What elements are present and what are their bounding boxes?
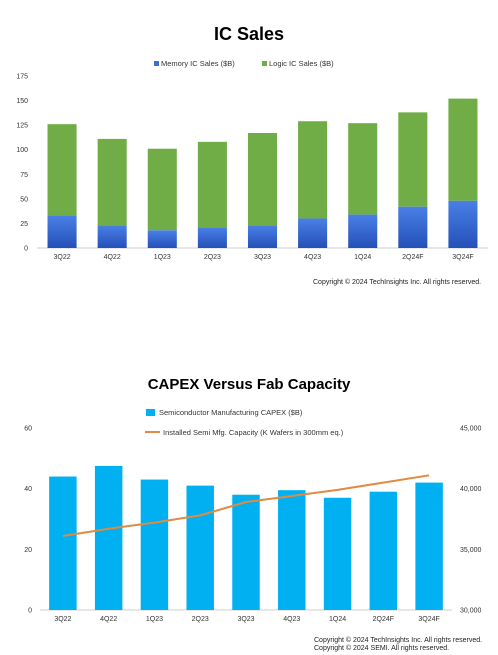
ic-sales-ytick: 0 xyxy=(24,246,28,253)
capacity-ytick-right: 30,000 xyxy=(460,608,482,615)
ic-sales-xtick: 1Q23 xyxy=(154,254,171,261)
capex-ytick-left: 20 xyxy=(24,547,32,554)
capex-xtick: 3Q22 xyxy=(54,616,71,623)
logic-ic-bar xyxy=(398,112,428,207)
ic-sales-xtick: 4Q22 xyxy=(104,254,121,261)
capex-xtick: 4Q23 xyxy=(283,616,300,623)
memory-ic-bar xyxy=(348,214,378,248)
capex-title: CAPEX Versus Fab Capacity xyxy=(147,376,351,393)
capex-xtick: 1Q24 xyxy=(329,616,346,623)
ic-sales-xtick: 3Q23 xyxy=(254,254,271,261)
legend-swatch-capex xyxy=(146,409,155,416)
memory-ic-bar xyxy=(247,225,278,248)
ic-sales-ytick: 100 xyxy=(16,147,28,154)
capacity-ytick-right: 40,000 xyxy=(460,486,482,493)
memory-ic-bar xyxy=(197,227,227,248)
logic-ic-bar xyxy=(348,123,378,215)
capex-bar xyxy=(415,482,443,610)
legend-label-capex: Semiconductor Manufacturing CAPEX ($B) xyxy=(159,408,303,417)
copyright-chart2-semi: Copyright © 2024 SEMI. All rights reserv… xyxy=(314,645,450,652)
logic-ic-bar xyxy=(448,98,478,201)
capex-bar xyxy=(49,476,77,610)
copyright-chart1: Copyright © 2024 TechInsights Inc. All r… xyxy=(313,279,482,286)
memory-ic-bar xyxy=(97,225,127,248)
memory-ic-bar xyxy=(147,230,177,248)
capex-bar xyxy=(369,491,398,610)
capex-xtick: 4Q22 xyxy=(100,616,117,623)
legend-label-capacity: Installed Semi Mfg. Capacity (K Wafers i… xyxy=(163,428,344,437)
memory-ic-bar xyxy=(298,218,328,248)
copyright-chart2-techinsights: Copyright © 2024 TechInsights Inc. All r… xyxy=(314,637,483,644)
capex-bar xyxy=(140,479,169,610)
capex-bar xyxy=(232,494,260,610)
logic-ic-bar xyxy=(298,121,328,219)
ic-sales-title: IC Sales xyxy=(213,24,285,44)
capex-xtick: 2Q23 xyxy=(192,616,209,623)
ic-sales-xtick: 2Q24F xyxy=(402,254,423,261)
capex-xtick: 3Q23 xyxy=(237,616,254,623)
capacity-ytick-right: 35,000 xyxy=(460,547,482,554)
capacity-ytick-right: 45,000 xyxy=(460,426,482,433)
legend-swatch-memory xyxy=(154,61,159,66)
ic-sales-ytick: 125 xyxy=(16,123,28,130)
ic-sales-xtick: 3Q24F xyxy=(452,254,473,261)
capex-bar xyxy=(323,497,352,610)
legend-label-logic: Logic IC Sales ($B) xyxy=(269,59,334,68)
ic-sales-xtick: 2Q23 xyxy=(204,254,221,261)
capex-xtick: 3Q24F xyxy=(418,616,439,623)
legend-label-memory: Memory IC Sales ($B) xyxy=(161,59,235,68)
capex-ytick-left: 0 xyxy=(28,608,32,615)
capex-bar xyxy=(94,465,123,610)
logic-ic-bar xyxy=(247,133,278,226)
memory-ic-bar xyxy=(47,215,77,248)
capex-ytick-left: 40 xyxy=(24,486,32,493)
capex-xtick: 1Q23 xyxy=(146,616,163,623)
logic-ic-bar xyxy=(197,141,227,228)
ic-sales-xtick: 3Q22 xyxy=(53,254,70,261)
ic-sales-xtick: 4Q23 xyxy=(304,254,321,261)
ic-sales-ytick: 25 xyxy=(20,221,28,228)
logic-ic-bar xyxy=(97,138,127,226)
ic-sales-xtick: 1Q24 xyxy=(354,254,371,261)
capex-xtick: 2Q24F xyxy=(373,616,394,623)
ic-sales-ytick: 175 xyxy=(16,74,28,81)
logic-ic-bar xyxy=(147,148,177,231)
memory-ic-bar xyxy=(448,200,478,248)
ic-sales-ytick: 150 xyxy=(16,98,28,105)
capex-ytick-left: 60 xyxy=(24,426,32,433)
logic-ic-bar xyxy=(47,124,77,216)
memory-ic-bar xyxy=(398,206,428,248)
capex-bar xyxy=(186,485,214,610)
ic-sales-ytick: 75 xyxy=(20,172,28,179)
legend-swatch-logic xyxy=(262,61,267,66)
capex-bar xyxy=(278,490,306,610)
ic-sales-ytick: 50 xyxy=(20,196,28,203)
